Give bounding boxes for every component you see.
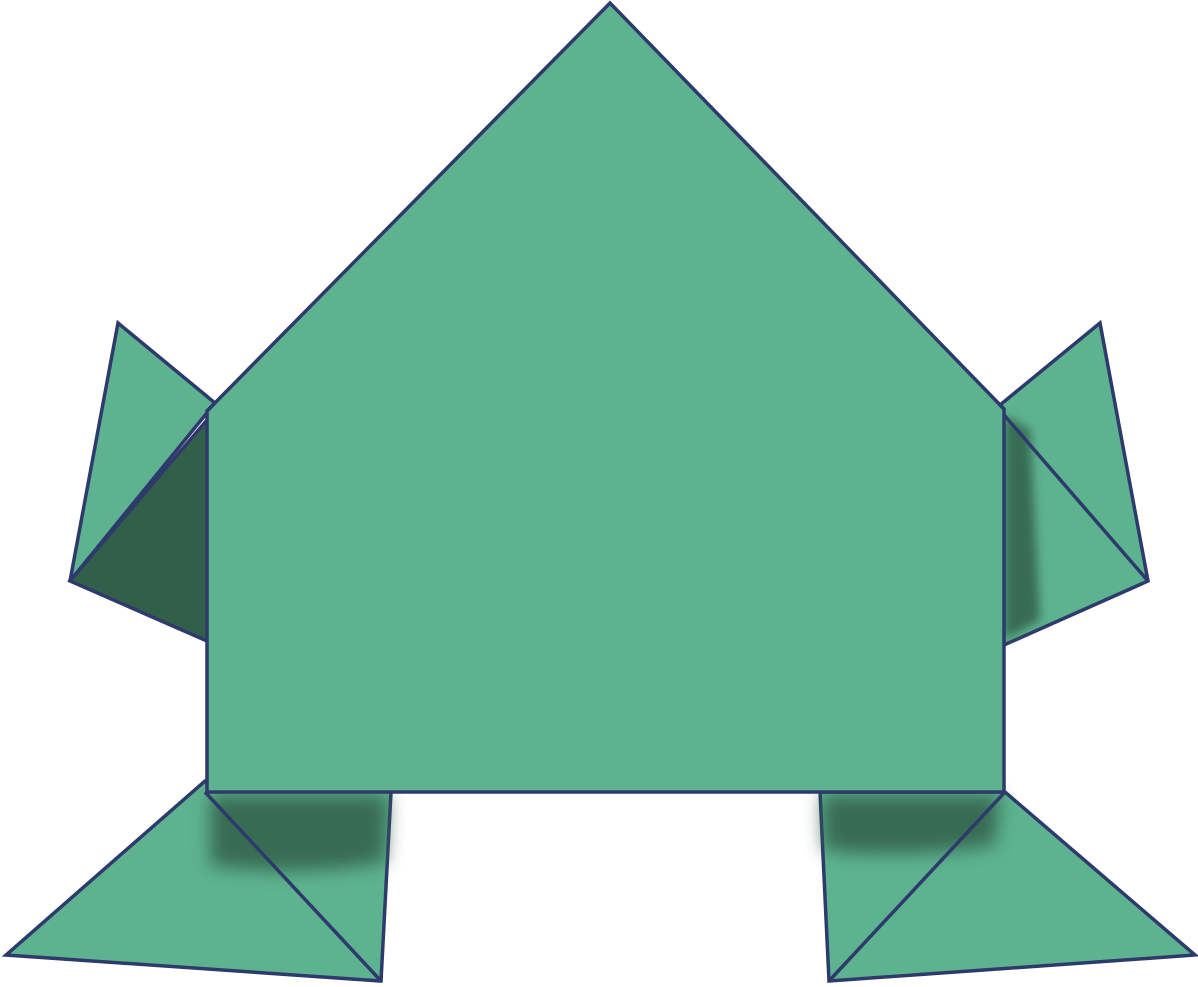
right-back-leg-shadow (822, 795, 1000, 854)
left-shoulder-notch (205, 401, 217, 413)
right-front-leg (998, 319, 1150, 648)
left-front-leg-edge (67, 418, 209, 643)
left-back-leg (1, 779, 393, 983)
left-back-leg-fold (203, 790, 383, 983)
left-back-leg-shadow (210, 795, 388, 871)
left-front-leg (67, 319, 218, 643)
right-shoulder-notch (998, 403, 1006, 411)
frog-body (205, 0, 1006, 794)
right-front-leg-shadow (1004, 415, 1040, 640)
right-back-leg-fold (827, 790, 1007, 983)
left-front-leg-shadow (70, 420, 207, 641)
right-back-leg (818, 790, 1198, 983)
left-front-leg-flap (68, 319, 218, 583)
right-front-leg-edge (1002, 413, 1150, 583)
